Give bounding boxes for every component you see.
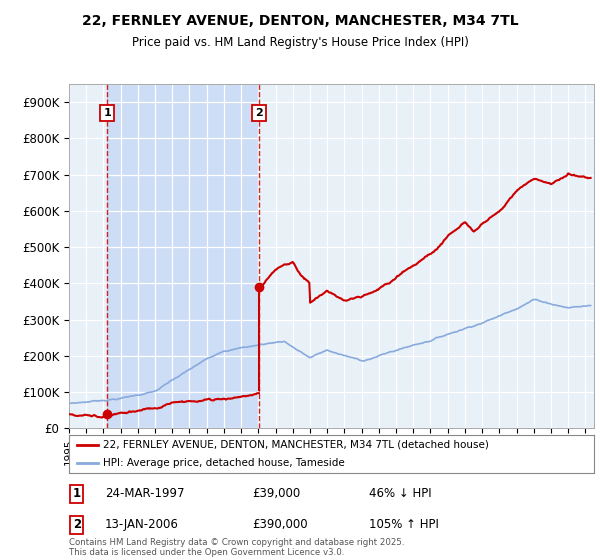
Text: 1: 1 bbox=[103, 108, 111, 118]
Text: 105% ↑ HPI: 105% ↑ HPI bbox=[369, 518, 439, 531]
Text: 22, FERNLEY AVENUE, DENTON, MANCHESTER, M34 7TL: 22, FERNLEY AVENUE, DENTON, MANCHESTER, … bbox=[82, 14, 518, 28]
Text: 2: 2 bbox=[73, 518, 81, 531]
Text: Contains HM Land Registry data © Crown copyright and database right 2025.
This d: Contains HM Land Registry data © Crown c… bbox=[69, 538, 404, 557]
Text: £39,000: £39,000 bbox=[252, 487, 300, 501]
Text: £390,000: £390,000 bbox=[252, 518, 308, 531]
Text: 22, FERNLEY AVENUE, DENTON, MANCHESTER, M34 7TL (detached house): 22, FERNLEY AVENUE, DENTON, MANCHESTER, … bbox=[103, 440, 489, 450]
Text: 1: 1 bbox=[73, 487, 81, 501]
Text: Price paid vs. HM Land Registry's House Price Index (HPI): Price paid vs. HM Land Registry's House … bbox=[131, 36, 469, 49]
Bar bbox=[107, 84, 259, 428]
Text: 13-JAN-2006: 13-JAN-2006 bbox=[105, 518, 179, 531]
Text: 2: 2 bbox=[255, 108, 263, 118]
Text: HPI: Average price, detached house, Tameside: HPI: Average price, detached house, Tame… bbox=[103, 458, 345, 468]
Text: 46% ↓ HPI: 46% ↓ HPI bbox=[369, 487, 431, 501]
Text: 24-MAR-1997: 24-MAR-1997 bbox=[105, 487, 185, 501]
